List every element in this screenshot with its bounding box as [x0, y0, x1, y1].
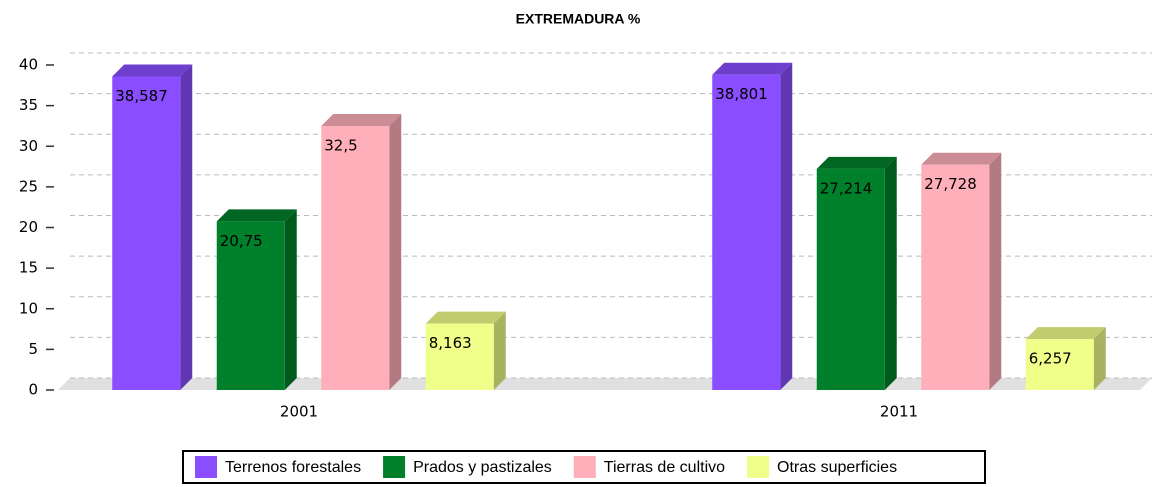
- bar-front: [1025, 339, 1094, 390]
- bar-side: [493, 311, 506, 390]
- bar-side: [1093, 327, 1106, 390]
- y-tick-label: 25: [19, 177, 38, 195]
- bar-front: [921, 164, 990, 390]
- bar-top: [216, 209, 297, 222]
- y-tick-label: 20: [19, 218, 38, 236]
- bar-front: [321, 125, 390, 390]
- bar-front: [216, 221, 285, 390]
- bar: [216, 209, 297, 390]
- bar-top: [712, 62, 793, 75]
- data-label: 38,587: [115, 87, 168, 105]
- bar-front: [112, 76, 181, 390]
- bar-top: [816, 156, 897, 169]
- y-tick-label: 30: [19, 137, 38, 155]
- data-label: 8,163: [429, 334, 472, 352]
- y-tick-label: 15: [19, 259, 38, 277]
- bar-side: [989, 152, 1002, 390]
- legend-label: Tierras de cultivo: [604, 459, 725, 476]
- bar-front: [425, 323, 494, 390]
- bar-top: [112, 64, 193, 77]
- y-tick-label: 0: [28, 381, 38, 399]
- legend-label: Otras superficies: [777, 459, 897, 476]
- y-tick-label: 10: [19, 299, 38, 317]
- legend-label: Terrenos forestales: [225, 459, 361, 476]
- y-tick-label: 35: [19, 96, 38, 114]
- bar: [1025, 327, 1106, 390]
- bar-top: [321, 113, 402, 126]
- data-label: 32,5: [324, 136, 357, 154]
- bar: [321, 113, 402, 390]
- x-tick-label: 2001: [280, 403, 318, 421]
- x-tick-label: 2011: [880, 403, 918, 421]
- bar-front: [712, 74, 781, 390]
- legend-swatch: [573, 456, 596, 478]
- bar-top: [1025, 327, 1106, 340]
- bar-side: [180, 64, 193, 390]
- legend-swatch: [383, 456, 406, 478]
- bar: [712, 62, 793, 390]
- data-label: 38,801: [715, 85, 768, 103]
- data-label: 20,75: [220, 232, 263, 250]
- bar-top: [921, 152, 1002, 165]
- legend-swatch: [747, 456, 770, 478]
- bar-top: [425, 311, 506, 324]
- chart-title: EXTREMADURA %: [516, 11, 641, 27]
- legend-swatch: [195, 456, 217, 478]
- data-label: 27,728: [924, 175, 977, 193]
- y-tick-label: 40: [19, 56, 38, 74]
- bar-front: [816, 168, 885, 390]
- legend-label: Prados y pastizales: [413, 459, 552, 476]
- bar: [425, 311, 506, 390]
- bar-side: [780, 62, 793, 390]
- bar: [921, 152, 1002, 390]
- bar: [112, 64, 193, 390]
- bar-side: [884, 156, 897, 390]
- bar-side: [284, 209, 297, 390]
- data-label: 27,214: [820, 179, 873, 197]
- bar-side: [389, 113, 402, 390]
- data-label: 6,257: [1029, 350, 1072, 368]
- bar: [816, 156, 897, 390]
- y-tick-label: 5: [28, 340, 38, 358]
